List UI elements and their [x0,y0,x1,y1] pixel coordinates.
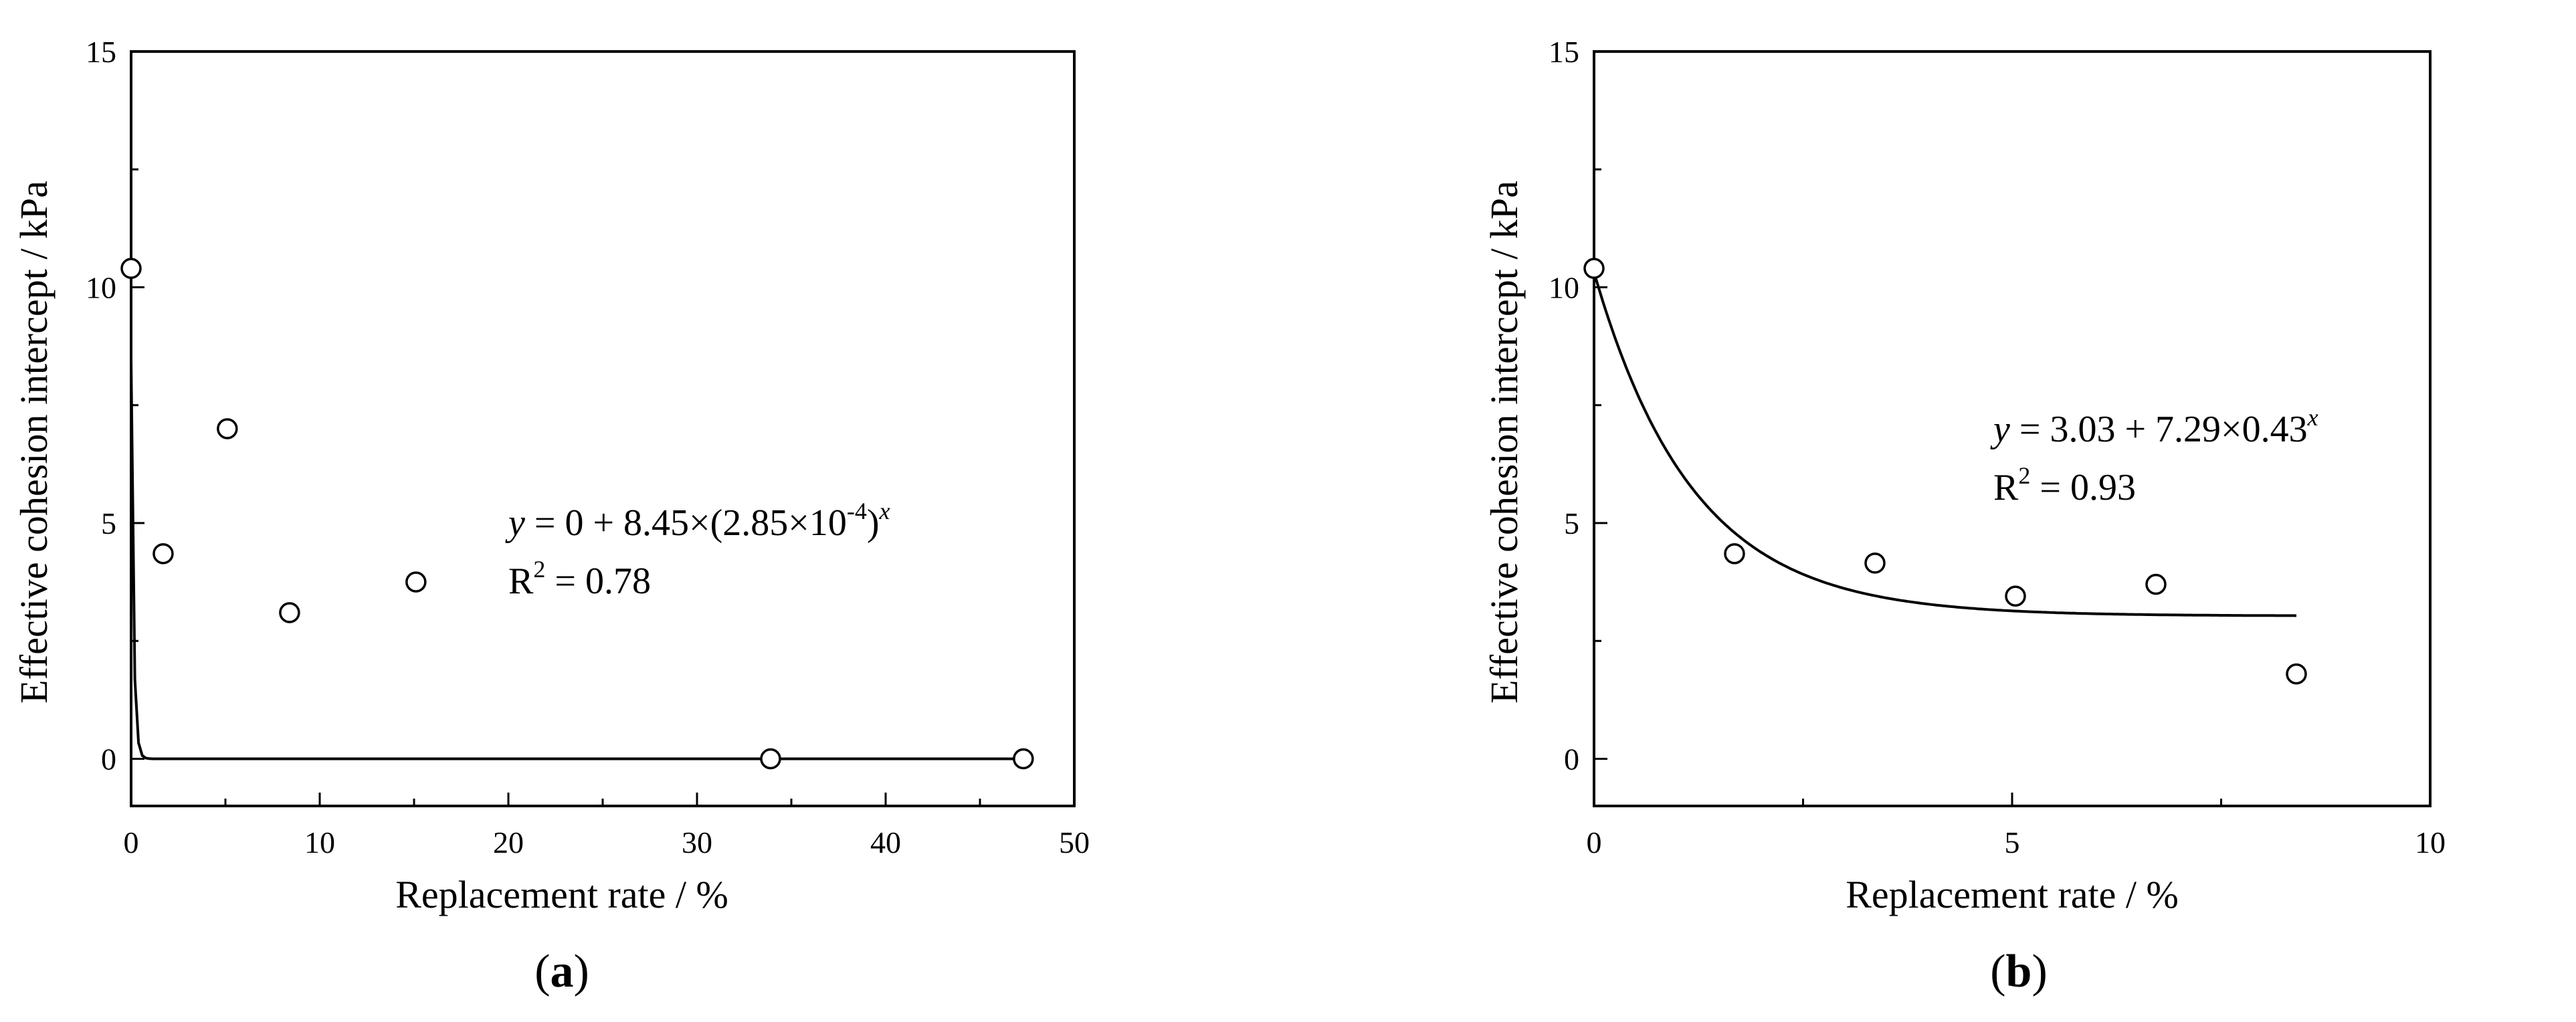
panel-label-close: ) [574,946,589,997]
y-tick-label: 0 [1564,742,1579,777]
fit-equation: y = 0 + 8.45×(2.85×10-4)x [505,498,890,544]
equation-exp-inner: -4 [847,498,867,524]
x-tick-label: 50 [1059,825,1090,859]
chart-panel-b: 0 5 10 0 5 10 15 Replacement rate / % Effective … [1288,0,2576,1022]
data-point [279,602,300,623]
data-point [2145,573,2167,595]
panel-label-letter: a [551,946,574,997]
r2-sup: 2 [2018,462,2030,489]
equation-y: y [505,502,525,544]
panel-label-open: ( [534,946,550,997]
panel-label-letter: b [2006,946,2032,997]
data-point [1013,748,1034,770]
data-point [1724,543,1745,565]
equation-exp-outer: x [879,498,890,524]
equation-y: y [1990,409,2010,450]
equation-exp-outer: x [2307,404,2318,431]
equation-rhs: = 0 + 8.45×(2.85×10 [525,502,847,544]
panel-label: (a) [534,946,589,997]
x-axis-label: Replacement rate / % [1846,873,2179,916]
x-tick-label: 5 [2005,825,2020,859]
y-tick-label: 15 [86,35,116,69]
x-tick-label: 20 [493,825,524,859]
data-point [153,543,174,565]
r2-rest: = 0.93 [2030,467,2136,508]
chart-b-svg: 0 5 10 0 5 10 15 Replacement rate / % Effective … [1482,35,2446,997]
r2-base: R [508,560,534,602]
y-tick-label: 15 [1549,35,1579,69]
panel-label-open: ( [1990,946,2005,997]
x-tick-label: 0 [124,825,139,859]
fit-equation: y = 3.03 + 7.29×0.43x [1990,404,2318,450]
r2-base: R [1993,467,2019,508]
equation-rhs: = 3.03 + 7.29×0.43 [2010,409,2308,450]
data-point [1864,552,1886,574]
panel-label: (b) [1990,946,2048,997]
data-point [760,748,781,770]
y-axis-label: Effective cohesion intercept / kPa [1482,181,1526,704]
equation-close: ) [867,502,880,544]
x-tick-label: 40 [870,825,901,859]
data-point [120,258,142,280]
y-tick-label: 5 [1564,506,1579,540]
r-squared: R2 = 0.78 [508,556,651,602]
y-tick-label: 0 [101,742,116,777]
x-tick-label: 30 [682,825,712,859]
y-tick-label: 10 [1549,271,1579,305]
data-point [405,571,427,593]
y-tick-label: 5 [101,506,116,540]
chart-panel-a: 0 10 20 30 40 50 0 5 10 15 Replacement rate / % Eff… [12,35,1090,997]
y-tick-label: 10 [86,271,116,305]
data-point [1583,258,1605,280]
fit-curve [1593,272,2297,617]
data-point [2286,663,2307,685]
fit-curve [130,360,1023,760]
y-axis-label: Effective cohesion intercept / kPa [12,181,56,704]
r-squared: R2 = 0.93 [1993,462,2136,508]
panel-label-close: ) [2032,946,2047,997]
plot-frame [130,50,1076,807]
x-tick-label: 0 [1587,825,1602,859]
data-point [2005,585,2026,607]
x-axis-label: Replacement rate / % [395,873,728,916]
chart-a-svg: 0 10 20 30 40 50 0 5 10 15 Replacement rate / % Eff… [12,35,1090,997]
x-tick-label: 10 [2415,825,2446,859]
data-point [217,418,238,439]
r2-rest: = 0.78 [545,560,651,602]
r2-sup: 2 [533,556,545,583]
x-tick-label: 10 [304,825,335,859]
